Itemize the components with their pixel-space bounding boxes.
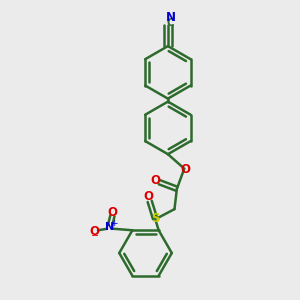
Text: S: S xyxy=(151,212,159,225)
Text: +: + xyxy=(110,219,117,228)
Text: C: C xyxy=(167,18,174,28)
Text: N: N xyxy=(105,222,115,232)
Text: O: O xyxy=(143,190,154,203)
Text: O: O xyxy=(181,163,190,176)
Text: O: O xyxy=(89,225,100,238)
Text: −: − xyxy=(91,231,99,241)
Text: O: O xyxy=(150,174,161,187)
Text: N: N xyxy=(166,11,176,24)
Text: O: O xyxy=(107,206,117,219)
